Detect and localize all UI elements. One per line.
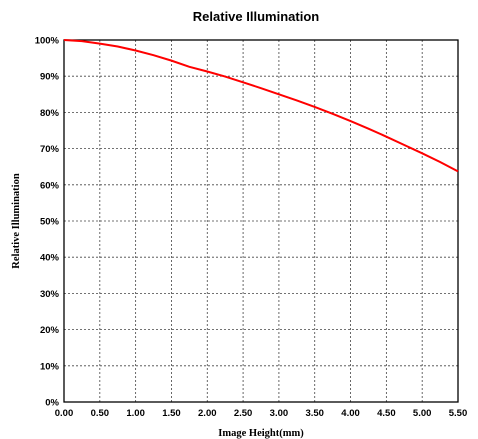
x-axis-ticks: 0.00 0.50 1.00 1.50 2.00 2.50 3.00 3.50 4.00 4.50…: [55, 408, 468, 419]
x-tick-label: 0.50: [91, 408, 110, 419]
y-tick-label: 40%: [40, 253, 60, 264]
relative-illumination-curve: [63, 39, 459, 173]
y-tick-label: 60%: [40, 180, 60, 191]
x-axis-label: Image Height(mm): [218, 428, 304, 439]
y-tick-label: 90%: [40, 72, 60, 83]
y-tick-label: 50%: [40, 217, 60, 228]
y-tick-label: 10%: [40, 361, 60, 372]
x-tick-label: 4.00: [341, 408, 360, 419]
x-tick-label: 2.00: [198, 408, 217, 419]
x-tick-label: 4.50: [377, 408, 396, 419]
y-axis-ticks: 0% 10% 20% 30% 40% 50% 60% 70% 80% 90% 100%: [35, 36, 60, 409]
series-layer: [63, 39, 459, 173]
x-tick-label: 3.00: [270, 408, 289, 419]
x-tick-label: 2.50: [234, 408, 253, 419]
plot-frame: [63, 39, 459, 403]
x-tick-label: 5.00: [413, 408, 432, 419]
y-tick-label: 80%: [40, 108, 60, 119]
x-tick-label: 1.50: [162, 408, 181, 419]
y-tick-label: 100%: [35, 36, 60, 47]
y-tick-label: 20%: [40, 325, 60, 336]
grid-lines: [64, 40, 458, 402]
x-tick-label: 5.50: [449, 408, 468, 419]
y-tick-label: 0%: [45, 398, 59, 409]
x-tick-label: 0.00: [55, 408, 74, 419]
x-tick-label: 1.00: [126, 408, 145, 419]
y-tick-label: 70%: [40, 144, 60, 155]
x-tick-label: 3.50: [305, 408, 324, 419]
y-tick-label: 30%: [40, 289, 60, 300]
y-axis-label: Relative Illumination: [11, 173, 22, 269]
chart-title: Relative Illumination: [193, 9, 319, 24]
